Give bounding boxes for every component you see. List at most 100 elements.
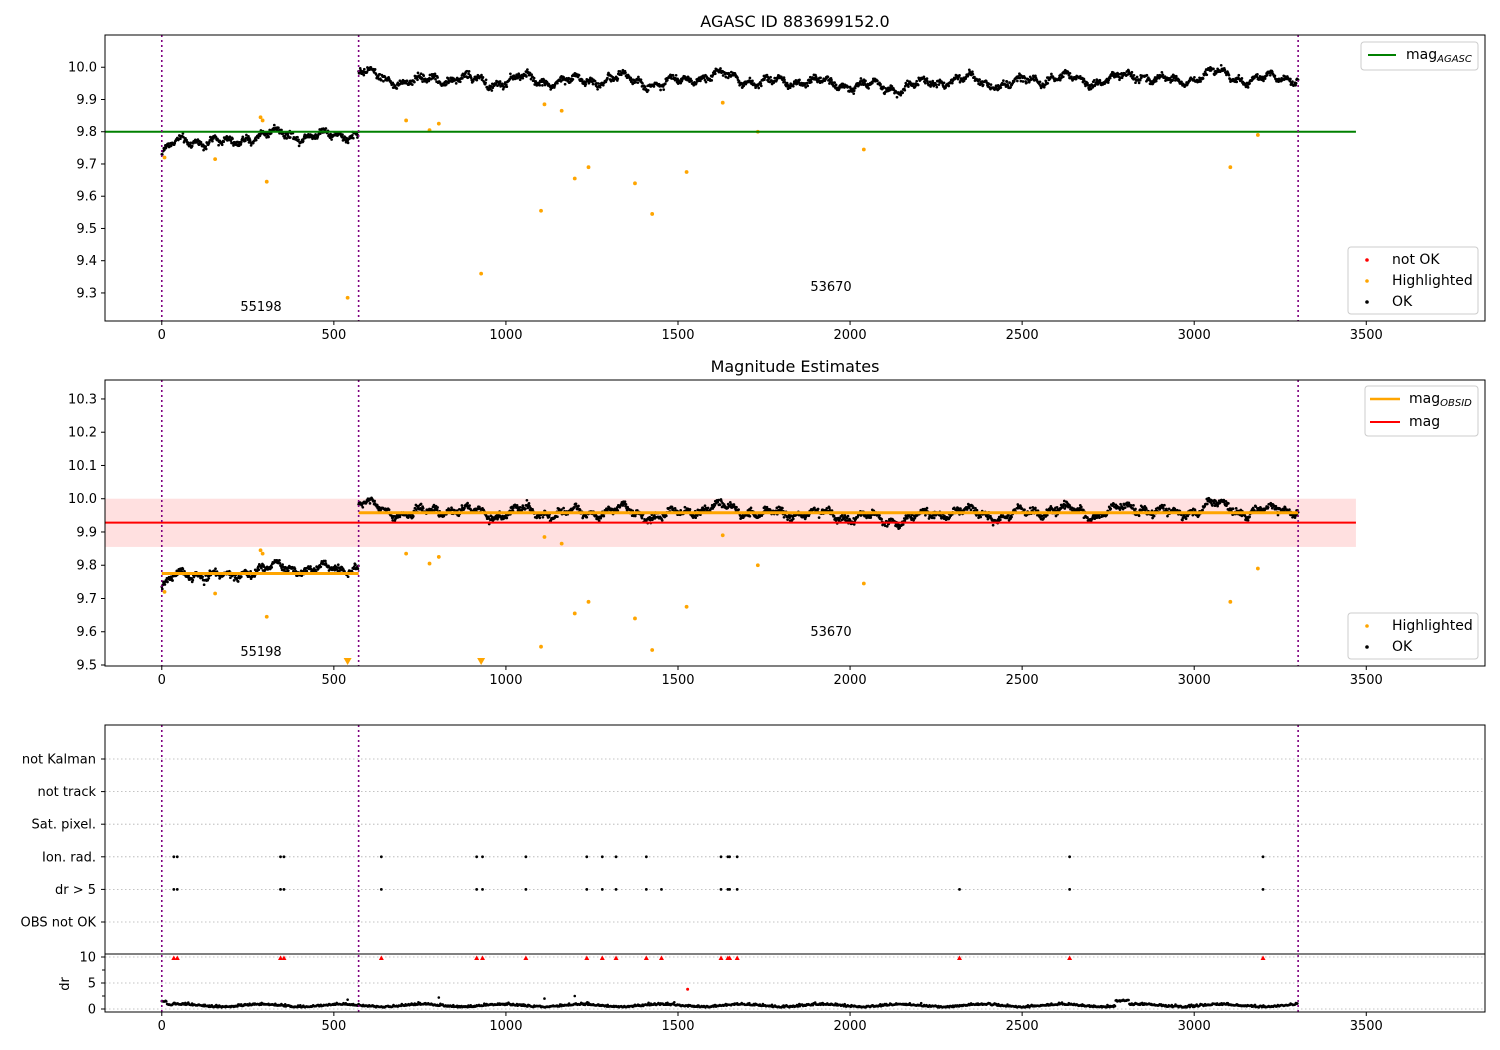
ok-point: [1092, 78, 1096, 82]
y-tick-label: 10.1: [68, 459, 97, 474]
ok-point: [475, 78, 479, 82]
ok-point: [832, 514, 836, 518]
highlighted-point: [162, 155, 167, 160]
x-tick-label: 3000: [1178, 673, 1211, 688]
ok-point: [1177, 78, 1181, 82]
flag-point: [475, 855, 479, 859]
ok-point: [214, 567, 217, 571]
ok-point: [646, 88, 650, 92]
ok-point: [996, 84, 1000, 87]
ok-point: [606, 76, 609, 80]
ok-point: [782, 76, 786, 79]
ok-point: [1015, 79, 1019, 83]
panel-agasc: AGASC ID 883699152.0 0 500 1000 1500 2000 250…: [68, 12, 1486, 343]
ok-point: [319, 565, 323, 569]
ok-point: [527, 502, 531, 505]
x-tick-label: 1500: [661, 673, 694, 688]
ok-point: [1079, 505, 1083, 509]
ok-point: [182, 135, 185, 139]
flag-point: [644, 888, 648, 891]
ok-point: [804, 85, 808, 89]
highlighted-point: [586, 599, 591, 604]
legend-label: Highlighted: [1392, 618, 1473, 634]
y-tick-label: 9.3: [76, 286, 97, 301]
ok-point: [1108, 76, 1112, 80]
ok-point: [171, 579, 174, 582]
chart-title: AGASC ID 883699152.0: [700, 12, 889, 31]
ok-point: [999, 86, 1003, 89]
y-tick-label: 9.7: [76, 157, 97, 172]
ok-point: [652, 85, 656, 88]
ok-point: [979, 515, 983, 519]
flag-point: [614, 888, 618, 891]
ok-point: [236, 140, 240, 144]
highlighted-point: [264, 614, 269, 619]
flag-point: [279, 855, 282, 859]
ok-point: [850, 90, 854, 93]
flag-point: [600, 855, 604, 859]
ok-point: [587, 81, 591, 85]
ok-point: [532, 76, 536, 80]
highlighted-point: [720, 533, 725, 538]
ok-point: [1273, 74, 1277, 78]
highlighted-point: [1228, 599, 1233, 604]
ok-point: [1137, 514, 1141, 518]
flag-point: [1068, 888, 1072, 891]
ok-point: [1120, 72, 1123, 75]
ok-point: [420, 76, 424, 80]
x-tick-label: 1500: [661, 328, 694, 343]
ok-point: [659, 88, 662, 92]
ok-point: [624, 71, 627, 75]
ok-point: [704, 80, 708, 84]
ok-point: [830, 78, 833, 82]
ok-point: [736, 76, 739, 79]
ok-point: [256, 136, 260, 140]
ok-point: [973, 75, 976, 79]
ok-point: [361, 505, 365, 509]
ok-point: [460, 504, 464, 507]
flag-point: [524, 888, 528, 891]
highlighted-point: [436, 555, 441, 559]
ok-point: [1050, 72, 1053, 76]
x-tick-label: 1000: [489, 673, 522, 688]
ok-point: [958, 74, 961, 77]
y-tick-label: 10.2: [68, 426, 97, 441]
ok-point: [989, 83, 993, 86]
ok-point: [550, 86, 554, 90]
ok-point: [201, 575, 204, 579]
ok-point: [719, 67, 722, 70]
ok-point: [1246, 86, 1250, 89]
ok-point: [882, 85, 885, 89]
ok-point: [1174, 74, 1178, 78]
ok-point: [591, 82, 595, 86]
ok-point: [864, 79, 867, 83]
ok-point: [932, 516, 936, 520]
legend-marker: [1365, 300, 1369, 304]
ok-point: [286, 569, 290, 573]
ok-point: [1132, 504, 1135, 507]
ok-point: [981, 83, 985, 87]
ok-point: [202, 583, 206, 587]
ok-point: [1201, 508, 1204, 512]
highlighted-point: [264, 179, 269, 184]
ok-point: [1025, 81, 1028, 85]
ok-point: [236, 580, 240, 583]
ok-point: [538, 516, 542, 520]
ok-point: [1169, 81, 1172, 84]
legend-label: OK: [1392, 294, 1413, 310]
ok-point: [1145, 73, 1149, 77]
legend-marker: [1365, 258, 1369, 262]
ok-point: [831, 81, 834, 84]
ok-point: [598, 85, 602, 89]
highlighted-point: [861, 147, 866, 152]
ok-point: [1294, 81, 1298, 85]
ok-point: [916, 83, 920, 87]
ok-point: [880, 517, 883, 521]
ok-point: [436, 506, 439, 509]
ok-point: [254, 138, 258, 142]
y-tick-label: 9.5: [76, 222, 97, 237]
y-tick-label: 9.6: [76, 625, 97, 640]
ok-point: [694, 516, 698, 520]
highlighted-point: [755, 563, 760, 568]
ok-point: [268, 128, 272, 132]
